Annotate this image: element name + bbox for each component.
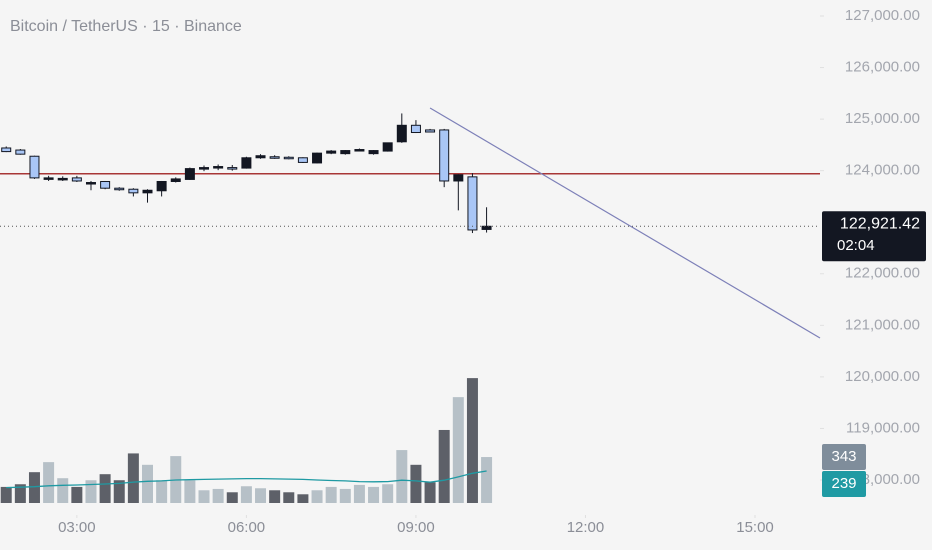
- volume-bar: [240, 486, 252, 503]
- candle-body: [170, 178, 181, 182]
- volume-bar: [14, 484, 26, 503]
- volume-bar: [85, 480, 97, 503]
- candle-body: [184, 168, 195, 180]
- candle-body: [15, 149, 26, 155]
- y-tick-label: 124,000.00: [845, 162, 920, 179]
- volume-bar: [283, 492, 295, 503]
- candle-body: [71, 177, 82, 182]
- chart-title: Bitcoin / TetherUS · 15 · Binance: [10, 18, 242, 35]
- candle-body: [312, 152, 323, 164]
- candle-body: [43, 177, 54, 180]
- candle-body: [481, 225, 492, 230]
- volume-bar: [255, 488, 267, 503]
- candle-body: [213, 166, 224, 169]
- volume-label: 343: [831, 448, 856, 465]
- candle-body: [354, 149, 365, 152]
- x-tick-label: 09:00: [397, 519, 435, 536]
- candle-body: [410, 124, 421, 134]
- volume-bar: [0, 486, 12, 503]
- candle-body: [283, 156, 294, 160]
- volume-bar: [28, 472, 40, 503]
- volume-bar: [353, 484, 365, 503]
- volume-bar: [368, 486, 380, 503]
- candle-body: [453, 174, 464, 182]
- candle-body: [199, 167, 210, 170]
- countdown-label: 02:04: [837, 237, 875, 254]
- volume-bar: [481, 457, 493, 503]
- volume-bar: [43, 462, 55, 503]
- volume-ma-label-box: [822, 471, 866, 498]
- candle-body: [297, 157, 308, 163]
- volume-bar: [212, 488, 224, 503]
- volume-bar: [71, 486, 83, 503]
- volume-bar: [113, 480, 125, 503]
- x-tick-label: 06:00: [228, 519, 266, 536]
- y-tick-label: 119,000.00: [846, 419, 920, 436]
- volume-bar: [57, 478, 69, 503]
- volume-bar: [396, 450, 408, 503]
- last-price-label: 122,921.42: [840, 215, 920, 232]
- volume-bar: [325, 486, 337, 503]
- candle-body: [382, 142, 393, 152]
- candle-body: [114, 187, 125, 191]
- candle-body: [467, 176, 478, 231]
- candle-body: [396, 124, 407, 143]
- candle-body: [100, 180, 111, 189]
- x-tick-label: 03:00: [58, 519, 96, 536]
- candle-body: [439, 129, 450, 182]
- volume-bar: [99, 474, 111, 503]
- y-tick-label: 127,000.00: [845, 7, 920, 24]
- x-tick-label: 15:00: [736, 519, 774, 536]
- volume-ma-line: [6, 470, 487, 489]
- volume-bar: [184, 480, 196, 503]
- candle-body: [227, 167, 238, 170]
- volume-bar: [311, 490, 323, 503]
- y-tick-label: 125,000.00: [845, 110, 920, 127]
- candle-body: [1, 147, 12, 153]
- candle-body: [29, 155, 40, 179]
- y-tick-label: 126,000.00: [845, 59, 920, 76]
- volume-bar: [452, 397, 464, 503]
- volume-bar: [438, 429, 450, 503]
- volume-bar: [156, 480, 168, 503]
- volume-bar: [410, 464, 422, 503]
- candle-body: [241, 157, 252, 169]
- trend-line: [429, 107, 821, 339]
- volume-bar: [141, 464, 153, 503]
- volume-bar: [269, 490, 281, 503]
- last-price-box: [822, 211, 926, 262]
- volume-label-box: [822, 444, 866, 471]
- candle-body: [425, 129, 436, 133]
- candle-body: [156, 180, 167, 192]
- candle-body: [128, 188, 139, 194]
- volume-bar: [127, 453, 139, 503]
- y-tick-label: 121,000.00: [845, 316, 920, 333]
- candle-body: [340, 150, 351, 155]
- y-tick-label: 120,000.00: [845, 368, 920, 385]
- candle-body: [85, 182, 96, 185]
- candle-body: [57, 177, 68, 181]
- volume-bar: [424, 482, 436, 503]
- axes: 127,000.00 126,000.00 125,000.00 124,000.00…: [58, 0, 932, 550]
- volume-bar: [226, 492, 238, 503]
- volume-pane: [0, 378, 493, 503]
- candle-body: [255, 155, 266, 159]
- volume-ma-label: 239: [831, 475, 856, 492]
- volume-bar: [466, 378, 478, 503]
- volume-bar: [382, 484, 394, 503]
- candle-body: [326, 150, 337, 154]
- price-pane: [0, 107, 821, 339]
- y-tick-label: 122,000.00: [845, 265, 920, 282]
- candle-body: [368, 150, 379, 155]
- x-tick-label: 12:00: [567, 519, 605, 536]
- volume-bar: [339, 488, 351, 503]
- candle-body: [269, 156, 280, 159]
- candle-body: [142, 189, 153, 194]
- volume-bar: [198, 490, 210, 503]
- volume-bar: [297, 494, 309, 503]
